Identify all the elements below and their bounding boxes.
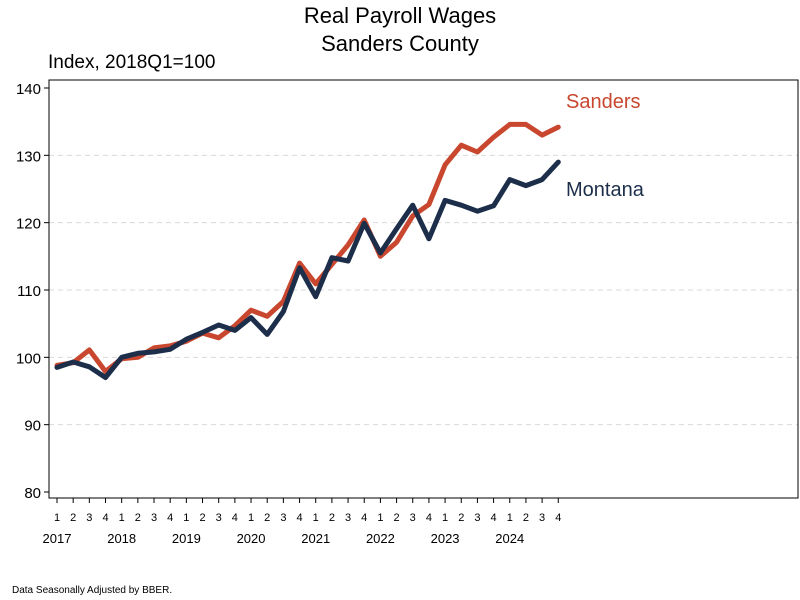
x-tick-label: 3 — [345, 512, 351, 524]
x-tick-label: 2 — [523, 512, 529, 524]
x-tick-label: 3 — [410, 512, 416, 524]
x-tick-label: 4 — [232, 512, 238, 524]
x-tick-label: 2 — [329, 512, 335, 524]
series-label-sanders: Sanders — [566, 91, 641, 113]
year-label: 2017 — [43, 531, 72, 546]
year-label: 2024 — [495, 531, 524, 546]
y-tick-label: 130 — [16, 148, 41, 165]
year-label: 2021 — [301, 531, 330, 546]
y-tick-label: 110 — [17, 283, 41, 300]
x-tick-label: 1 — [183, 512, 189, 524]
year-label: 2019 — [172, 531, 201, 546]
x-tick-label: 2 — [264, 512, 270, 524]
x-tick-label: 1 — [377, 512, 383, 524]
y-tick-label: 120 — [16, 216, 41, 233]
x-tick-label: 2 — [135, 512, 141, 524]
x-tick-label: 1 — [313, 512, 319, 524]
x-tick-label: 2 — [199, 512, 205, 524]
x-tick-label: 3 — [280, 512, 286, 524]
x-tick-label: 4 — [296, 512, 302, 524]
x-tick-label: 4 — [491, 512, 497, 524]
x-tick-label: 3 — [86, 512, 92, 524]
x-tick-label: 4 — [102, 512, 108, 524]
series-line-montana — [54, 159, 561, 380]
year-label: 2022 — [366, 531, 395, 546]
x-tick-label: 3 — [539, 512, 545, 524]
y-tick-label: 100 — [16, 350, 41, 367]
x-tick-label: 1 — [54, 512, 60, 524]
chart-title: Real Payroll Wages — [303, 3, 497, 28]
y-tick-label: 140 — [16, 81, 41, 98]
chart-subtitle: Sanders County — [321, 31, 479, 56]
x-tick-label: 1 — [119, 512, 125, 524]
y-tick-label: 80 — [24, 485, 41, 502]
x-tick-label: 2 — [70, 512, 76, 524]
year-label: 2020 — [237, 531, 266, 546]
plot-frame — [48, 79, 799, 499]
y-axis-label: Index, 2018Q1=100 — [48, 52, 216, 73]
year-label: 2023 — [431, 531, 460, 546]
footnote: Data Seasonally Adjusted by BBER. — [12, 585, 173, 596]
y-tick-label: 90 — [24, 418, 41, 435]
x-tick-label: 3 — [151, 512, 157, 524]
series-label-montana: Montana — [566, 179, 645, 201]
x-tick-label: 1 — [442, 512, 448, 524]
x-tick-label: 4 — [426, 512, 432, 524]
series-line-sanders — [54, 121, 561, 374]
x-tick-label: 4 — [555, 512, 561, 524]
x-tick-label: 2 — [458, 512, 464, 524]
x-tick-label: 1 — [507, 512, 513, 524]
x-tick-label: 1 — [248, 512, 254, 524]
x-tick-label: 4 — [361, 512, 367, 524]
year-label: 2018 — [107, 531, 136, 546]
x-tick-label: 3 — [474, 512, 480, 524]
x-tick-label: 3 — [216, 512, 222, 524]
x-tick-label: 2 — [394, 512, 400, 524]
x-tick-label: 4 — [167, 512, 173, 524]
